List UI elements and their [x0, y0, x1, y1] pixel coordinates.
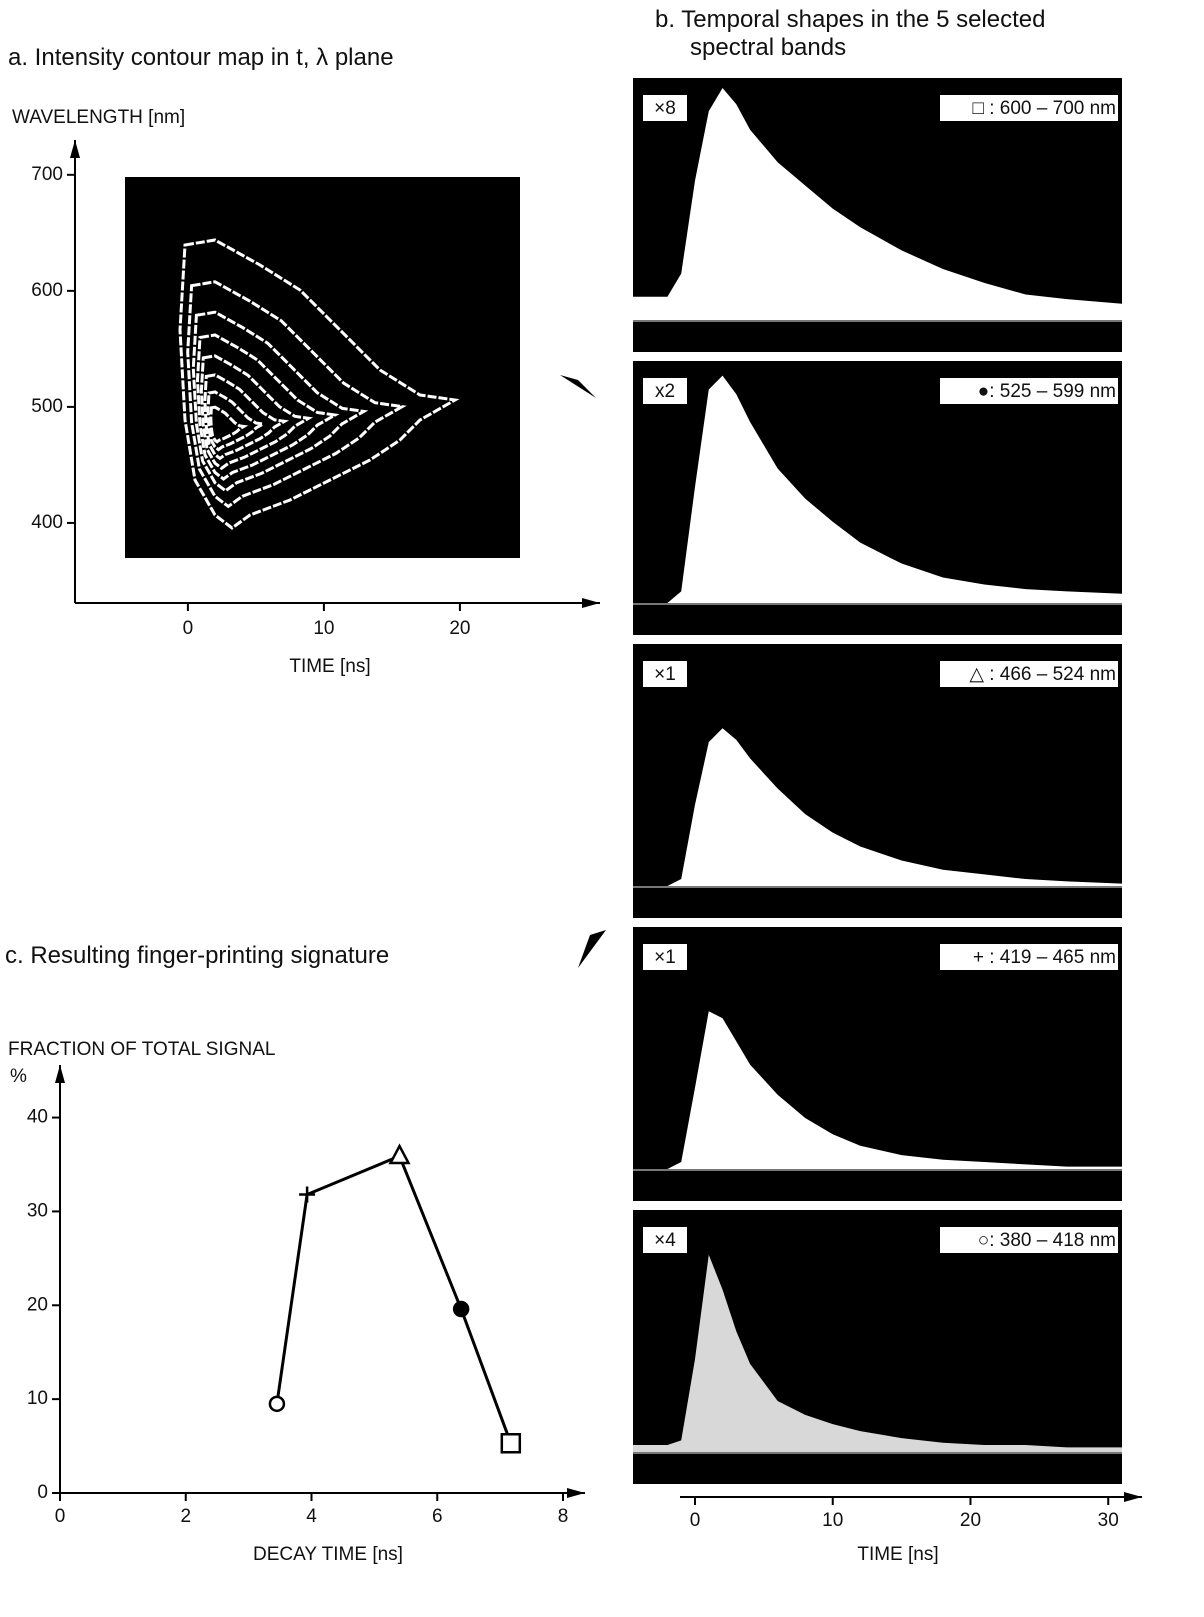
- x-tick-label: 20: [449, 618, 470, 639]
- contour-line: [195, 333, 340, 481]
- panel-c-title: c. Resulting finger-printing signature: [5, 942, 390, 969]
- x-axis-label: DECAY TIME [ns]: [253, 1544, 403, 1565]
- panel-b-title: b. Temporal shapes in the 5 selected spe…: [655, 6, 1046, 61]
- x-tick-label: 10: [313, 618, 334, 639]
- gain-label: ×1: [654, 664, 676, 685]
- signal-area: [633, 88, 1122, 320]
- contour-line: [203, 373, 290, 461]
- x-tick-label: 8: [558, 1506, 569, 1527]
- y-tick-label: 40: [27, 1107, 48, 1128]
- legend-label: △ : 466 – 524 nm: [969, 664, 1116, 685]
- arrowhead: [578, 930, 606, 968]
- x-axis-label: TIME [ns]: [857, 1544, 938, 1565]
- x-tick-label: 2: [180, 1506, 191, 1527]
- arrowhead: [560, 375, 596, 398]
- band-box: [940, 944, 1118, 970]
- contour-line: [178, 238, 460, 530]
- contour-line: [191, 310, 369, 493]
- gain-label: ×8: [654, 98, 676, 119]
- y-tick-label: 600: [31, 280, 63, 301]
- axis-arrow: [582, 598, 600, 608]
- contour-line: [209, 405, 249, 444]
- gain-box: [643, 1227, 687, 1253]
- axis-arrow: [55, 1065, 65, 1083]
- x-tick-label: 20: [960, 1510, 981, 1531]
- legend-label: ●: 525 – 599 nm: [978, 381, 1116, 402]
- band-box: [940, 95, 1118, 121]
- y-axis-label: FRACTION OF TOTAL SIGNAL: [8, 1039, 275, 1060]
- contour-line: [199, 354, 314, 471]
- signal-area: [633, 728, 1122, 886]
- x-tick-label: 4: [306, 1506, 317, 1527]
- y-tick-label: 30: [27, 1200, 48, 1221]
- y-tick-label: 400: [31, 512, 63, 533]
- x-tick-label: 30: [1098, 1510, 1119, 1531]
- axis-arrow: [1124, 1492, 1142, 1502]
- y-tick-label: 0: [37, 1482, 48, 1503]
- contour-line: [186, 280, 407, 509]
- x-tick-label: 6: [432, 1506, 443, 1527]
- legend-label: ○: 380 – 418 nm: [978, 1230, 1116, 1251]
- marker: [500, 1433, 522, 1454]
- marker: [299, 1186, 316, 1203]
- marker: [388, 1143, 411, 1165]
- signal-area: [633, 1011, 1122, 1169]
- marker: [452, 1300, 470, 1318]
- y-axis-unit: %: [10, 1066, 27, 1087]
- y-tick-label: 700: [31, 164, 63, 185]
- legend-label: + : 419 – 465 nm: [973, 947, 1116, 968]
- gain-box: [643, 378, 687, 404]
- y-tick-label: 500: [31, 396, 63, 417]
- gain-box: [643, 95, 687, 121]
- y-tick-label: 20: [27, 1294, 48, 1315]
- x-tick-label: 10: [822, 1510, 843, 1531]
- band-box: [940, 1227, 1118, 1253]
- signal-area: [633, 375, 1122, 603]
- gain-label: x2: [655, 381, 675, 402]
- x-axis-label: TIME [ns]: [289, 656, 370, 677]
- signature-line: [275, 1154, 513, 1444]
- x-tick-label: 0: [183, 618, 194, 639]
- signal-area: [633, 1254, 1122, 1452]
- band-box: [940, 661, 1118, 687]
- contour-line: [206, 390, 268, 452]
- legend-label: □ : 600 – 700 nm: [972, 98, 1116, 119]
- marker: [268, 1395, 286, 1413]
- axis-arrow: [567, 1488, 585, 1498]
- x-tick-label: 0: [690, 1510, 701, 1531]
- y-axis-label: WAVELENGTH [nm]: [12, 107, 185, 128]
- gain-box: [643, 944, 687, 970]
- band-box: [940, 378, 1118, 404]
- gain-label: ×1: [654, 947, 676, 968]
- gain-box: [643, 661, 687, 687]
- panel-a-title: a. Intensity contour map in t, λ plane: [8, 44, 394, 71]
- y-tick-label: 10: [27, 1388, 48, 1409]
- gain-label: ×4: [654, 1230, 676, 1251]
- contour-image: [125, 177, 520, 558]
- axis-arrow: [70, 140, 80, 158]
- x-tick-label: 0: [55, 1506, 66, 1527]
